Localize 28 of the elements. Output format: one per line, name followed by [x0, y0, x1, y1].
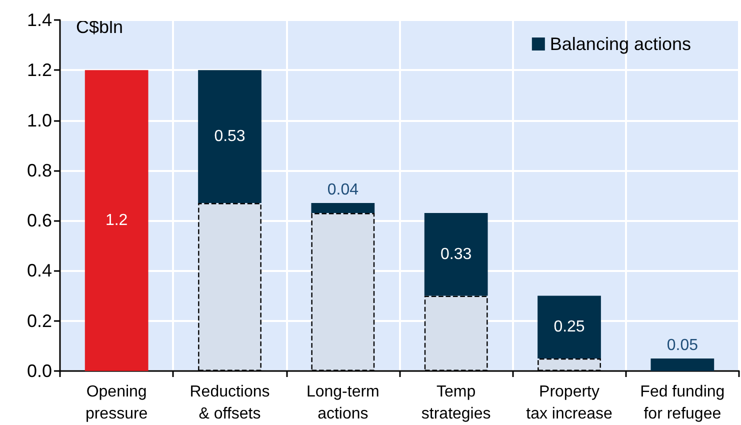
y-tick-label: 0.0 [26, 361, 52, 381]
bar [424, 213, 488, 296]
bar [650, 358, 714, 371]
y-tick-label: 1.4 [26, 10, 52, 30]
data-label: 0.53 [214, 128, 246, 146]
x-tick-label: Long-term actions [306, 384, 380, 422]
data-label: 0.25 [554, 318, 585, 336]
bar [84, 70, 148, 371]
x-tick-label: Opening pressure [85, 384, 148, 422]
y-tick-label: 0.6 [26, 210, 52, 231]
legend-label: Balancing actions [550, 34, 692, 54]
y-tick-label: 1.2 [26, 60, 52, 80]
data-label: 0.05 [666, 336, 698, 354]
data-label: 0.33 [440, 246, 472, 263]
y-tick-label: 0.4 [26, 260, 52, 281]
x-tick-label: Property tax increase [526, 384, 612, 422]
data-label: 0.04 [327, 182, 359, 199]
annotation: C$bln [76, 17, 124, 37]
x-tick-label: Temp strategies [421, 384, 491, 422]
bar [538, 296, 601, 358]
data-label: 1.2 [105, 212, 128, 230]
x-tick-label: Fed funding for refugee [640, 384, 725, 422]
y-tick-label: 1.0 [26, 110, 52, 130]
bar [198, 70, 262, 204]
y-tick-label: 0.8 [26, 160, 52, 180]
x-tick-label: Reductions & offsets [190, 384, 270, 422]
y-tick-label: 0.2 [26, 310, 52, 331]
bar [311, 203, 375, 214]
